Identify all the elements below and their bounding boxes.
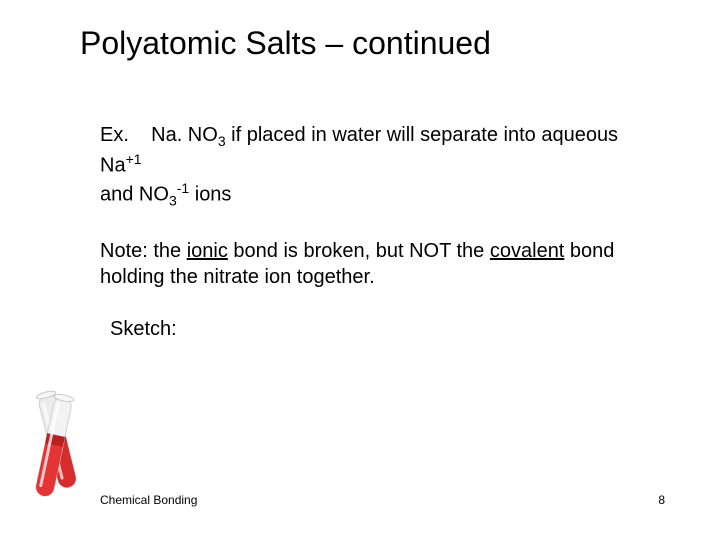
example-sub1: 3 <box>218 133 226 149</box>
example-sub2: 3 <box>169 193 177 209</box>
example-sup1: +1 <box>126 151 142 167</box>
note-u2: covalent <box>490 240 565 262</box>
example-prefix: Ex. Na. NO <box>100 124 218 146</box>
slide-number: 8 <box>658 493 665 507</box>
footer-topic: Chemical Bonding <box>100 493 197 507</box>
example-line2-prefix: and NO <box>100 184 169 206</box>
sketch-label: Sketch: <box>110 318 660 341</box>
note-mid: bond is broken, but NOT the <box>228 240 490 262</box>
note-u1: ionic <box>187 240 228 262</box>
example-sup2: -1 <box>177 180 189 196</box>
test-tubes-icon <box>20 380 90 520</box>
example-suffix: ions <box>189 184 231 206</box>
slide-title: Polyatomic Salts – continued <box>80 25 660 62</box>
example-text: Ex. Na. NO3 if placed in water will sepa… <box>100 122 660 210</box>
slide-container: Polyatomic Salts – continued Ex. Na. NO3… <box>0 0 720 540</box>
note-prefix: Note: the <box>100 240 187 262</box>
note-text: Note: the ionic bond is broken, but NOT … <box>100 238 660 290</box>
